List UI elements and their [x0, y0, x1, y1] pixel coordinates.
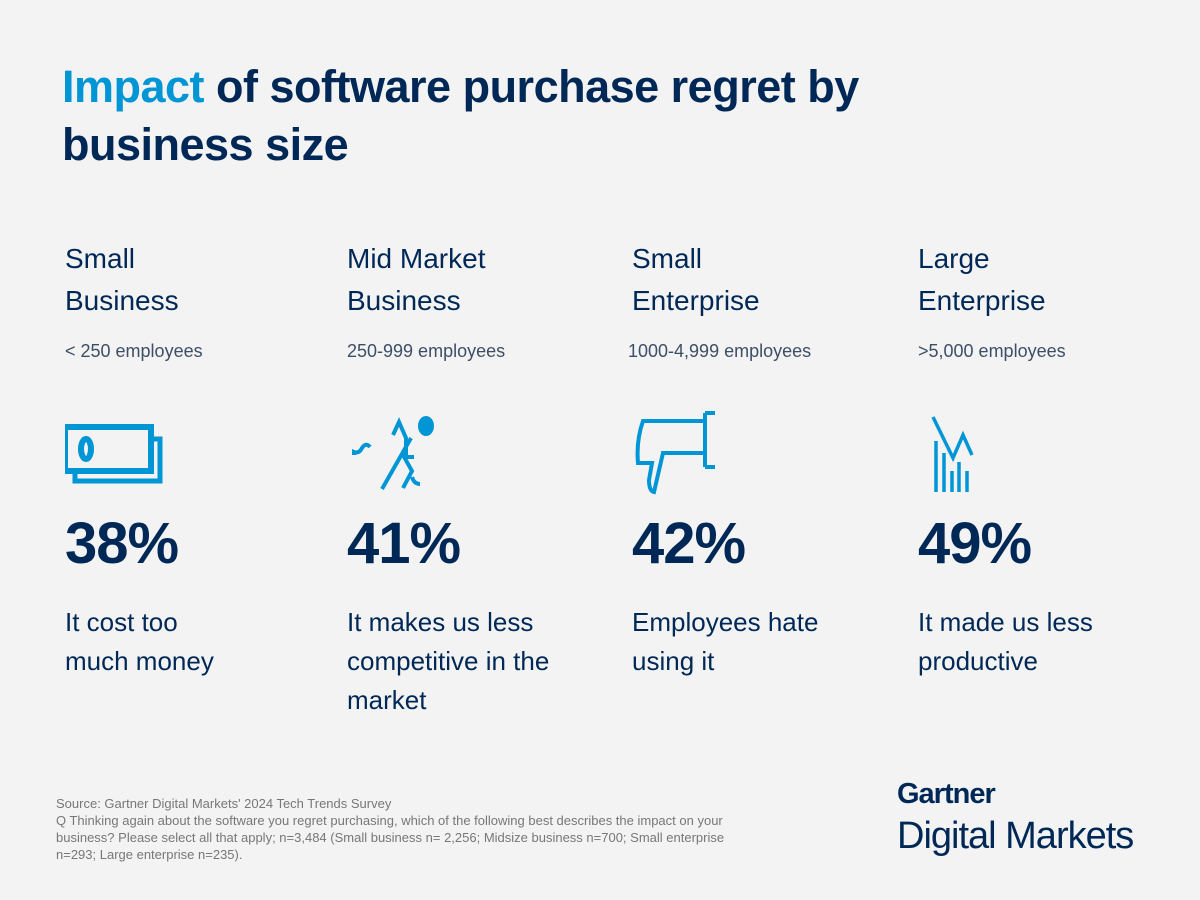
stat-percent: 38% [65, 511, 179, 576]
stat-description: Employees hate using it [632, 607, 819, 676]
stat-column-small-business: Small Business < 250 employees [62, 238, 335, 681]
declining-chart-icon [918, 405, 1188, 495]
stat-column-small-enterprise: Small Enterprise 1000-4,999 employees 42… [628, 238, 902, 681]
column-heading: Small Enterprise [632, 243, 760, 316]
gartner-digital-markets-logo: Gartner Digital Markets [897, 778, 1134, 858]
column-subheading: 1000-4,999 employees [628, 341, 812, 361]
column-subheading: 250-999 employees [347, 341, 506, 361]
stat-percent: 42% [632, 511, 746, 576]
stat-description: It cost too much money [65, 607, 214, 676]
logo-brand: Gartner [897, 778, 996, 810]
money-bills-icon [62, 405, 335, 495]
survey-question-note: Q Thinking again about the software you … [56, 813, 725, 862]
page-title: Impact of software purchase regret by bu… [62, 61, 859, 170]
logo-product: Digital Markets [897, 815, 1134, 857]
column-heading: Mid Market Business [347, 243, 486, 316]
stat-description: It makes us less competitive in the mark… [347, 607, 550, 715]
footer-notes: Source: Gartner Digital Markets' 2024 Te… [56, 795, 746, 863]
stat-percent: 49% [918, 511, 1032, 576]
column-subheading: >5,000 employees [918, 341, 1066, 361]
stat-percent: 41% [347, 511, 461, 576]
running-person-icon [347, 405, 617, 495]
source-note: Source: Gartner Digital Markets' 2024 Te… [56, 796, 392, 811]
column-heading: Small Business [65, 243, 179, 316]
thumbs-down-icon [632, 405, 902, 495]
stat-column-mid-market: Mid Market Business 250-999 employees 41… [347, 238, 617, 720]
column-heading: Large Enterprise [918, 243, 1046, 316]
column-subheading: < 250 employees [65, 341, 203, 361]
stat-column-large-enterprise: Large Enterprise >5,000 employees 49% It… [918, 238, 1188, 681]
stat-description: It made us less productive [918, 607, 1093, 676]
